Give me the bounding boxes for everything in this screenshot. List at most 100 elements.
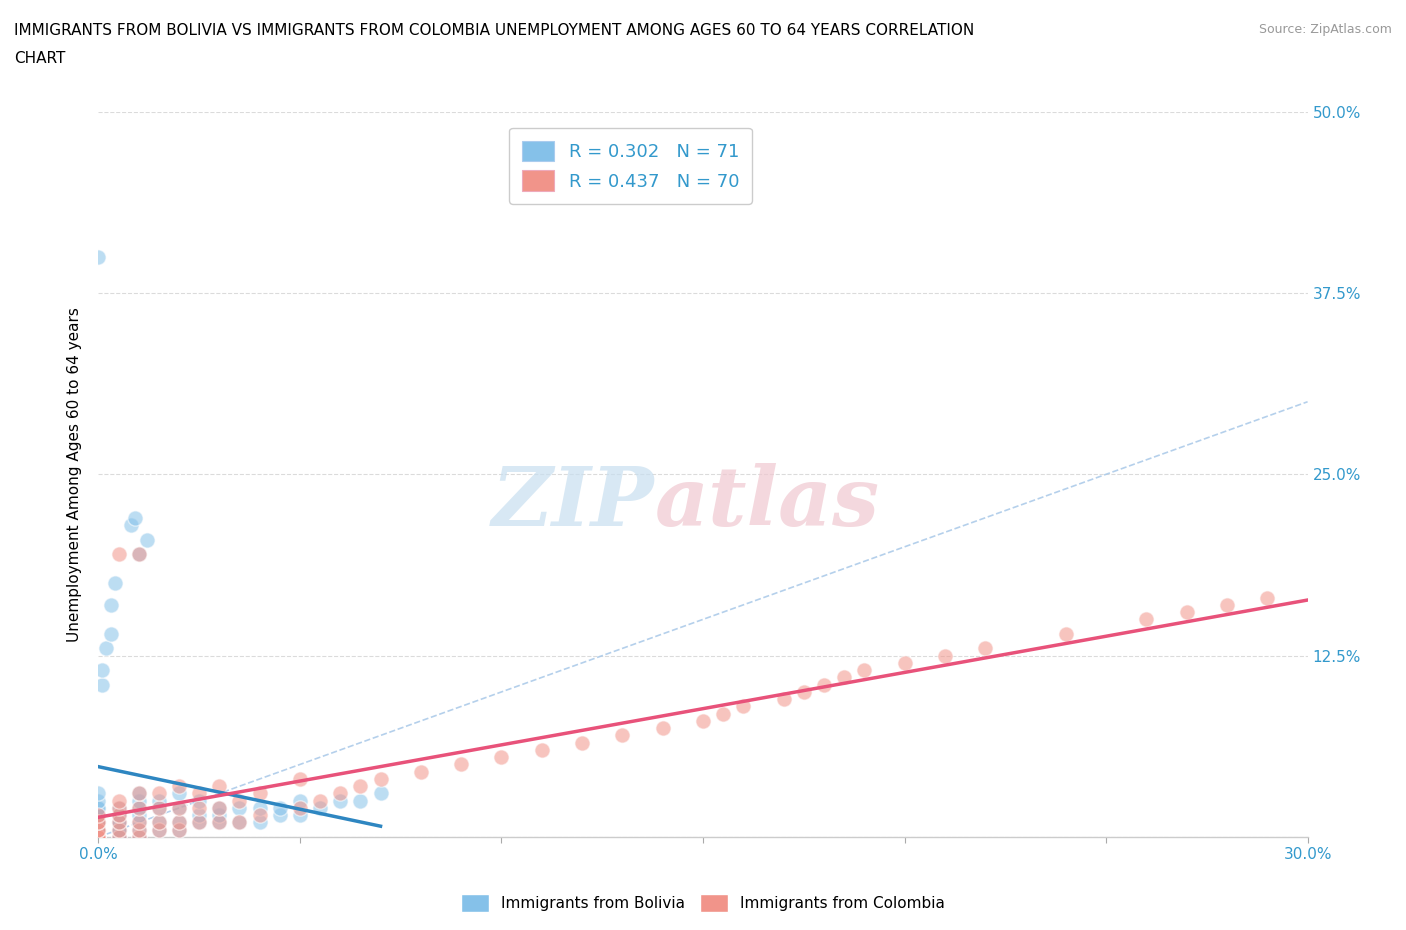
Point (128, 815, 150, 830)
Legend: Immigrants from Bolivia, Immigrants from Colombia: Immigrants from Bolivia, Immigrants from… (456, 888, 950, 918)
Point (87, 808, 110, 823)
Point (128, 830, 150, 844)
Point (107, 808, 129, 823)
Point (813, 677, 835, 692)
Point (491, 750, 513, 764)
Point (87, 830, 110, 844)
Point (711, 706, 734, 721)
Point (167, 822, 190, 837)
Point (135, 532, 157, 547)
Point (103, 576, 125, 591)
Point (128, 815, 150, 830)
Point (107, 801, 129, 816)
Point (87, 822, 110, 837)
Text: ZIP: ZIP (492, 463, 655, 543)
Point (148, 786, 170, 801)
Point (87, 822, 110, 837)
Point (409, 764, 432, 779)
Point (450, 757, 472, 772)
Point (87, 815, 110, 830)
Point (167, 801, 190, 816)
Point (107, 808, 129, 823)
Point (772, 692, 794, 707)
Point (107, 801, 129, 816)
Point (1256, 591, 1278, 605)
Point (612, 728, 634, 743)
Point (288, 808, 311, 823)
Point (107, 830, 129, 844)
Point (107, 822, 129, 837)
Point (87, 830, 110, 844)
Point (249, 786, 271, 801)
Point (87, 830, 110, 844)
Point (87, 830, 110, 844)
Point (87, 830, 110, 844)
Point (269, 808, 291, 823)
Point (208, 778, 231, 793)
Point (1216, 597, 1239, 612)
Point (128, 822, 150, 837)
Point (228, 815, 250, 830)
Point (87, 815, 110, 830)
Point (288, 772, 311, 787)
Point (107, 830, 129, 844)
Point (228, 815, 250, 830)
Point (167, 822, 190, 837)
Point (107, 822, 129, 837)
Point (1175, 604, 1198, 619)
Point (148, 815, 170, 830)
Point (87, 249, 110, 264)
Point (107, 547, 129, 562)
Point (87, 801, 110, 816)
Point (87, 801, 110, 816)
Point (167, 778, 190, 793)
Point (128, 793, 150, 808)
Point (87, 822, 110, 837)
Point (87, 822, 110, 837)
Point (208, 801, 231, 816)
Point (893, 656, 915, 671)
Point (733, 699, 755, 714)
Point (107, 793, 129, 808)
Point (107, 815, 129, 830)
Point (349, 778, 371, 793)
Point (128, 822, 150, 837)
Point (87, 830, 110, 844)
Point (87, 830, 110, 844)
Point (974, 641, 997, 656)
Point (87, 808, 110, 823)
Point (167, 801, 190, 816)
Point (288, 793, 311, 808)
Point (128, 547, 150, 562)
Point (87, 808, 110, 823)
Point (228, 801, 250, 816)
Point (148, 793, 170, 808)
Point (288, 801, 311, 816)
Text: IMMIGRANTS FROM BOLIVIA VS IMMIGRANTS FROM COLOMBIA UNEMPLOYMENT AMONG AGES 60 T: IMMIGRANTS FROM BOLIVIA VS IMMIGRANTS FR… (14, 23, 974, 38)
Point (571, 736, 593, 751)
Text: atlas: atlas (655, 463, 880, 543)
Point (91, 677, 114, 692)
Point (87, 815, 110, 830)
Point (87, 830, 110, 844)
Point (87, 822, 110, 837)
Point (249, 815, 271, 830)
Point (128, 808, 150, 823)
Point (249, 808, 271, 823)
Point (167, 815, 190, 830)
Point (167, 815, 190, 830)
Point (208, 801, 231, 816)
Point (128, 801, 150, 816)
Point (651, 721, 673, 736)
Point (87, 815, 110, 830)
Point (853, 663, 876, 678)
Point (934, 648, 956, 663)
Point (128, 547, 150, 562)
Point (107, 815, 129, 830)
Point (188, 801, 211, 816)
Point (128, 801, 150, 816)
Point (370, 786, 392, 801)
Point (1054, 627, 1077, 642)
Point (148, 822, 170, 837)
Point (96, 641, 118, 656)
